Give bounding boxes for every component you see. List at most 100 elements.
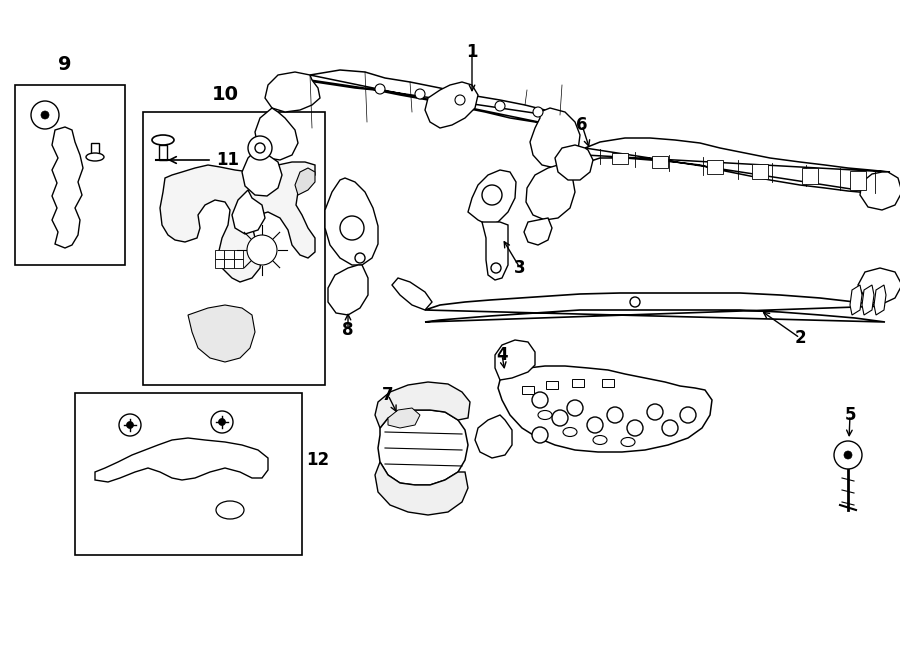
Polygon shape [378,410,468,485]
Circle shape [607,407,623,423]
Ellipse shape [621,438,635,446]
Bar [572,379,584,387]
Polygon shape [425,293,885,322]
Bar [234,250,243,259]
Circle shape [627,420,643,436]
Ellipse shape [563,428,577,436]
Circle shape [127,422,133,428]
Polygon shape [524,218,552,245]
Bar [546,381,558,389]
Circle shape [532,392,548,408]
Bar [850,171,866,190]
Polygon shape [159,145,167,160]
Text: 7: 7 [382,386,394,404]
Circle shape [211,411,233,433]
Circle shape [844,451,852,459]
Bar [752,164,768,179]
Polygon shape [860,172,900,210]
Circle shape [247,235,277,265]
Bar [612,153,628,164]
Bar [75,393,302,555]
Text: 12: 12 [306,451,329,469]
Polygon shape [232,190,265,234]
Circle shape [630,297,640,307]
Polygon shape [392,278,432,310]
Text: 9: 9 [58,56,72,75]
Ellipse shape [86,153,104,161]
Polygon shape [375,462,468,515]
Circle shape [375,84,385,94]
Polygon shape [325,178,378,265]
Polygon shape [468,170,516,225]
Text: 10: 10 [212,85,239,104]
Text: 11: 11 [217,151,239,169]
Polygon shape [255,108,298,160]
Bar [602,379,614,387]
Polygon shape [265,72,320,112]
Circle shape [567,400,583,416]
Circle shape [340,216,364,240]
Polygon shape [530,108,580,168]
Circle shape [552,410,568,426]
Circle shape [41,111,49,119]
Bar [802,168,818,184]
Bar [224,259,234,268]
Text: 3: 3 [514,259,526,277]
Circle shape [834,441,862,469]
Circle shape [532,427,548,443]
Text: 6: 6 [576,116,588,134]
Circle shape [587,417,603,433]
Ellipse shape [593,436,607,444]
Circle shape [355,253,365,263]
Bar [143,112,325,385]
Circle shape [533,107,543,117]
Polygon shape [375,382,470,428]
Polygon shape [328,265,368,315]
Circle shape [119,414,141,436]
Polygon shape [295,168,315,195]
Circle shape [455,95,465,105]
Bar [224,250,234,259]
Polygon shape [555,145,593,180]
Circle shape [31,101,59,129]
Circle shape [482,185,502,205]
Polygon shape [526,165,575,220]
Bar [707,160,723,174]
Polygon shape [850,285,862,315]
Polygon shape [388,408,420,428]
Bar [522,386,534,394]
Polygon shape [858,268,900,305]
Circle shape [662,420,678,436]
Bar [652,156,668,168]
Ellipse shape [216,501,244,519]
Polygon shape [874,285,886,315]
Bar [215,259,224,268]
Polygon shape [495,340,535,380]
Bar [15,85,125,265]
Polygon shape [91,143,99,157]
Text: 2: 2 [794,329,806,347]
Text: 4: 4 [496,346,508,364]
Circle shape [647,404,663,420]
Polygon shape [52,127,83,248]
Bar [234,259,243,268]
Polygon shape [95,438,268,482]
Polygon shape [585,138,890,195]
Polygon shape [482,222,508,280]
Ellipse shape [152,135,174,145]
Circle shape [219,418,226,426]
Circle shape [680,407,696,423]
Polygon shape [498,366,712,452]
Text: 8: 8 [342,321,354,339]
Circle shape [255,143,265,153]
Circle shape [495,101,505,111]
Bar [215,250,224,259]
Polygon shape [310,70,568,128]
Polygon shape [862,285,874,315]
Polygon shape [188,305,255,362]
Text: 1: 1 [466,43,478,61]
Polygon shape [475,415,512,458]
Circle shape [415,89,425,99]
Circle shape [491,263,501,273]
Polygon shape [160,162,315,282]
